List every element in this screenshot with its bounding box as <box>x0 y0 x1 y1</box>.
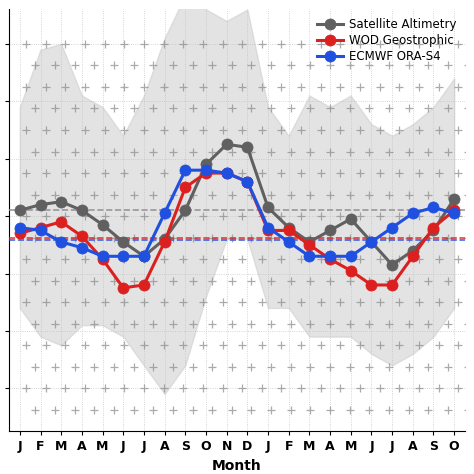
WOD Geostrophic <box>182 184 188 190</box>
Satellite Altimetry <box>327 228 333 233</box>
ECMWF ORA-S4 <box>389 225 395 230</box>
ECMWF ORA-S4 <box>410 210 416 216</box>
ECMWF ORA-S4 <box>265 225 271 230</box>
WOD Geostrophic <box>224 170 229 176</box>
Satellite Altimetry <box>141 254 147 259</box>
ECMWF ORA-S4 <box>37 228 43 233</box>
WOD Geostrophic <box>327 256 333 262</box>
ECMWF ORA-S4 <box>451 210 457 216</box>
WOD Geostrophic <box>451 208 457 213</box>
ECMWF ORA-S4 <box>79 245 85 251</box>
Satellite Altimetry <box>37 202 43 208</box>
Line: WOD Geostrophic: WOD Geostrophic <box>14 167 460 293</box>
WOD Geostrophic <box>37 225 43 230</box>
WOD Geostrophic <box>58 219 64 225</box>
Satellite Altimetry <box>389 262 395 268</box>
WOD Geostrophic <box>431 225 437 230</box>
ECMWF ORA-S4 <box>369 239 374 245</box>
ECMWF ORA-S4 <box>431 205 437 210</box>
Satellite Altimetry <box>79 208 85 213</box>
WOD Geostrophic <box>120 285 126 291</box>
Satellite Altimetry <box>431 228 437 233</box>
Satellite Altimetry <box>58 199 64 205</box>
ECMWF ORA-S4 <box>141 254 147 259</box>
ECMWF ORA-S4 <box>245 179 250 184</box>
ECMWF ORA-S4 <box>327 254 333 259</box>
Satellite Altimetry <box>17 208 23 213</box>
ECMWF ORA-S4 <box>224 170 229 176</box>
ECMWF ORA-S4 <box>100 254 105 259</box>
WOD Geostrophic <box>348 268 354 273</box>
WOD Geostrophic <box>286 228 292 233</box>
Satellite Altimetry <box>100 222 105 228</box>
ECMWF ORA-S4 <box>120 254 126 259</box>
Satellite Altimetry <box>224 142 229 147</box>
WOD Geostrophic <box>369 282 374 288</box>
WOD Geostrophic <box>245 179 250 184</box>
Satellite Altimetry <box>265 205 271 210</box>
ECMWF ORA-S4 <box>348 254 354 259</box>
ECMWF ORA-S4 <box>307 254 312 259</box>
Satellite Altimetry <box>182 208 188 213</box>
ECMWF ORA-S4 <box>17 225 23 230</box>
ECMWF ORA-S4 <box>182 167 188 173</box>
Satellite Altimetry <box>348 216 354 222</box>
Satellite Altimetry <box>162 236 167 242</box>
Satellite Altimetry <box>245 145 250 150</box>
Legend: Satellite Altimetry, WOD Geostrophic, ECMWF ORA-S4: Satellite Altimetry, WOD Geostrophic, EC… <box>315 15 459 65</box>
Line: ECMWF ORA-S4: ECMWF ORA-S4 <box>14 164 460 262</box>
WOD Geostrophic <box>79 233 85 239</box>
WOD Geostrophic <box>265 228 271 233</box>
X-axis label: Month: Month <box>212 459 262 473</box>
Satellite Altimetry <box>410 248 416 254</box>
WOD Geostrophic <box>17 230 23 236</box>
WOD Geostrophic <box>203 170 209 176</box>
Satellite Altimetry <box>286 225 292 230</box>
Satellite Altimetry <box>369 239 374 245</box>
WOD Geostrophic <box>410 254 416 259</box>
ECMWF ORA-S4 <box>162 210 167 216</box>
Satellite Altimetry <box>451 196 457 202</box>
WOD Geostrophic <box>162 239 167 245</box>
ECMWF ORA-S4 <box>58 239 64 245</box>
Satellite Altimetry <box>120 239 126 245</box>
Satellite Altimetry <box>307 239 312 245</box>
WOD Geostrophic <box>100 256 105 262</box>
ECMWF ORA-S4 <box>203 167 209 173</box>
WOD Geostrophic <box>389 282 395 288</box>
ECMWF ORA-S4 <box>286 239 292 245</box>
WOD Geostrophic <box>307 242 312 247</box>
WOD Geostrophic <box>141 282 147 288</box>
Satellite Altimetry <box>203 162 209 167</box>
Line: Satellite Altimetry: Satellite Altimetry <box>14 139 460 271</box>
